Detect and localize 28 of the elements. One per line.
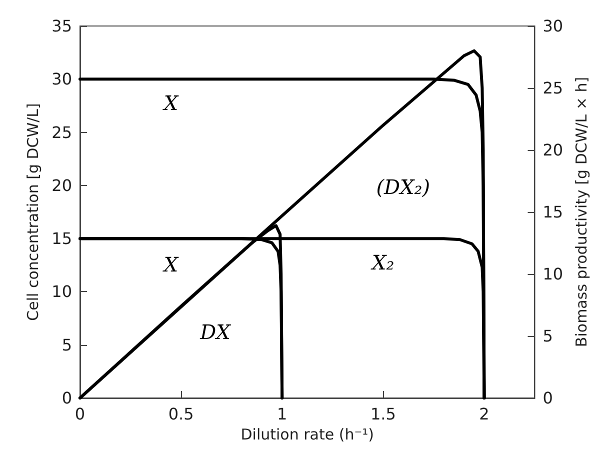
x-tick-label: 2 (479, 404, 490, 424)
y2-tick-label: 25 (542, 78, 564, 98)
y-tick-label: 35 (52, 16, 72, 36)
y-tick-label: 20 (52, 176, 72, 195)
series-label: DX (199, 320, 232, 344)
series-label: X (162, 91, 179, 116)
y2-tick-label: 20 (542, 140, 564, 160)
y-tick-label: 15 (52, 229, 72, 248)
x-tick-label: 0 (74, 404, 86, 424)
series-label: (DX₂) (376, 175, 430, 200)
x-tick-label: 1.5 (370, 404, 396, 424)
x-tick-label: 1 (277, 404, 288, 424)
y2-tick-label: 10 (542, 264, 564, 284)
y2-tick-label: 30 (542, 16, 564, 36)
y-tick-label: 30 (52, 70, 72, 89)
y-tick-label: 0 (62, 388, 72, 408)
y-tick-label: 10 (52, 282, 72, 302)
y2-tick-label: 15 (542, 202, 564, 222)
series-label: X (162, 252, 179, 277)
y-tick-label: 5 (62, 335, 72, 354)
y2-tick-label: 5 (542, 326, 553, 346)
series-label: X₂ (370, 250, 394, 275)
y-tick-label: 25 (52, 122, 72, 142)
y-axis-title: Cell concentration [g DCW/L] (24, 103, 42, 321)
x-tick-label: 0.5 (168, 404, 194, 424)
y2-axis-title: Biomass productivity [g DCW/L × h] (572, 76, 590, 348)
x-axis-title: Dilution rate (h⁻¹) (240, 425, 374, 444)
y2-tick-label: 0 (542, 388, 553, 408)
